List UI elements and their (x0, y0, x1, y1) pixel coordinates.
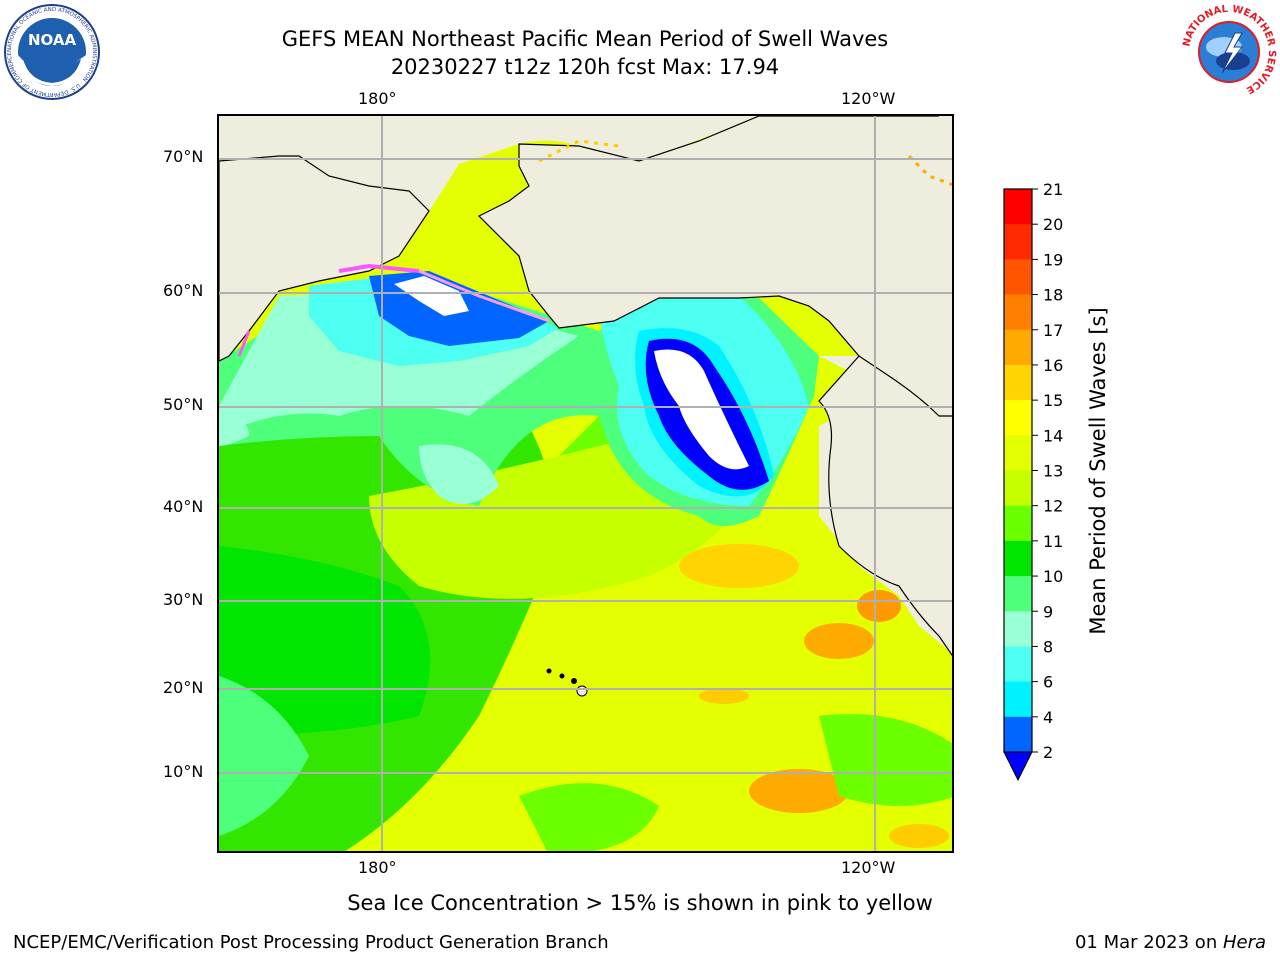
sea-ice-edge (418, 269, 550, 323)
colorbar-tick-label: 9 (1043, 602, 1053, 621)
colorbar-swatch (1004, 329, 1032, 366)
hawaii-island (571, 678, 577, 684)
pale-cyan-west (219, 416, 249, 446)
pale-cyan-patch (419, 444, 499, 504)
colorbar-swatch (1004, 646, 1032, 683)
colorbar-swatch (1004, 576, 1032, 612)
bering-ice (394, 276, 469, 316)
sea-ice-edge (338, 263, 420, 273)
colorbar-swatch (1004, 470, 1032, 507)
orange-patch (699, 688, 749, 704)
orange-patch (889, 824, 949, 848)
lat-label-30n: 30°N (163, 590, 204, 609)
colorbar-tick-label: 2 (1043, 743, 1053, 762)
colorbar-tick-label: 8 (1043, 637, 1053, 656)
credit-date: 01 Mar 2023 on (1074, 932, 1223, 953)
land-arctic (219, 116, 952, 211)
green-south-patch (519, 783, 659, 851)
yellow-patch (679, 544, 799, 588)
colorbar: 21 20 19 18 17 16 15 14 13 12 11 10 9 8 6 4 2 (1003, 180, 1063, 782)
colorbar-tick-label: 6 (1043, 673, 1053, 692)
orange-patch (804, 623, 874, 659)
colorbar-swatch (1004, 505, 1032, 542)
colorbar-tick-label: 15 (1043, 391, 1063, 410)
hawaii-island (546, 668, 552, 674)
noaa-logo: NATIONAL OCEANIC AND ATMOSPHERIC ADMINIS… (4, 4, 100, 100)
lat-label-20n: 20°N (163, 678, 204, 697)
colorbar-tick-label: 14 (1043, 426, 1063, 445)
colorbar-tick-label: 18 (1043, 286, 1063, 305)
credit-host: Hera (1222, 932, 1266, 953)
hawaii-island (576, 685, 588, 697)
graticule (219, 116, 952, 851)
lon-label-top-180: 180° (358, 89, 397, 108)
colorbar-tick-label: 13 (1043, 462, 1063, 481)
colorbar-swatch (1004, 294, 1032, 331)
colorbar-tick-label: 21 (1043, 180, 1063, 199)
lat-label-70n: 70°N (163, 147, 204, 166)
lon-label-bottom-120w: 120°W (841, 858, 896, 877)
colorbar-label: Mean Period of Swell Waves [s] (1086, 307, 1110, 635)
colorbar-extend-triangle (1003, 751, 1033, 782)
colorbar-swatch (1004, 259, 1032, 296)
lat-label-40n: 40°N (163, 497, 204, 516)
light-green-region (219, 676, 309, 836)
hawaii-island (559, 673, 565, 679)
nws-logo: NATIONAL WEATHER SERVICE (1181, 4, 1277, 99)
lat-label-50n: 50°N (163, 395, 204, 414)
colorbar-swatch (1004, 400, 1032, 436)
colorbar-swatch (1004, 224, 1032, 260)
lon-label-bottom-180: 180° (358, 858, 397, 877)
colorbar-tick-label: 10 (1043, 567, 1063, 586)
credit-left: NCEP/EMC/Verification Post Processing Pr… (13, 932, 609, 953)
colorbar-swatch (1004, 611, 1032, 647)
colorbar-swatch (1004, 364, 1032, 401)
chart-title: GEFS MEAN Northeast Pacific Mean Period … (281, 27, 889, 51)
lon-label-top-120w: 120°W (841, 89, 896, 108)
sea-ice-edge (538, 139, 620, 163)
map-panel (217, 114, 954, 853)
sea-ice-edge (237, 330, 251, 357)
orange-patch (857, 590, 901, 622)
green-se-patch (819, 714, 952, 806)
swell-period-map (219, 116, 952, 851)
credit-right: 01 Mar 2023 on Hera (1075, 932, 1266, 953)
colorbar-ticks: 21 20 19 18 17 16 15 14 13 12 11 10 9 8 6 4 2 (1032, 180, 1063, 762)
land-siberia (219, 155, 430, 362)
noaa-logo-text: NOAA (28, 31, 77, 49)
chart-subtitle: 20230227 t12z 120h fcst Max: 17.94 (390, 55, 780, 79)
lat-label-60n: 60°N (163, 281, 204, 300)
colorbar-tick-label: 19 (1043, 250, 1063, 269)
colorbar-swatch (1004, 189, 1032, 225)
lat-label-10n: 10°N (163, 762, 204, 781)
colorbar-tick-label: 4 (1043, 708, 1053, 727)
colorbar-swatch (1004, 540, 1032, 577)
colorbar-swatch (1004, 435, 1032, 471)
colorbar-tick-label: 20 (1043, 215, 1063, 234)
orange-patch (749, 769, 849, 813)
sea-ice-note: Sea Ice Concentration > 15% is shown in … (347, 891, 933, 915)
gulf-white-core (654, 349, 749, 470)
land-alaska-canada (477, 116, 952, 427)
colorbar-tick-label: 11 (1043, 532, 1063, 551)
colorbar-tick-label: 17 (1043, 321, 1063, 340)
colorbar-tick-label: 12 (1043, 497, 1063, 516)
colorbar-tick-label: 16 (1043, 356, 1063, 375)
colorbar-swatches (1004, 189, 1032, 753)
colorbar-swatch (1004, 716, 1032, 753)
colorbar-swatch (1004, 681, 1032, 718)
